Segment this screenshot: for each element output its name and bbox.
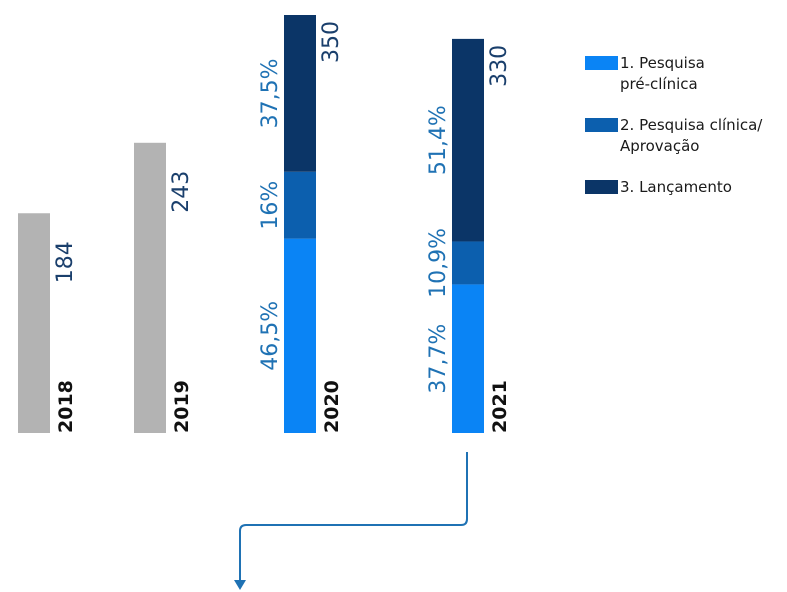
bar-2020-segment-3 <box>284 15 316 172</box>
total-label-2021: 330 <box>487 45 512 87</box>
connector-line <box>239 452 468 580</box>
legend-swatch-1 <box>585 56 618 70</box>
bar-2018 <box>18 213 50 433</box>
pct-label-2021-1: 37,7% <box>426 324 451 394</box>
year-label-2020: 2020 <box>321 380 343 433</box>
legend-swatch-2 <box>585 118 618 132</box>
legend-item-2: 2. Pesquisa clínica/ Aprovação <box>585 115 785 157</box>
bar-2021-segment-1 <box>452 284 484 433</box>
legend-label-1: 1. Pesquisa pré-clínica <box>620 54 705 93</box>
bar-2020-segment-1 <box>284 238 316 433</box>
legend-label-3: 3. Lançamento <box>620 178 732 196</box>
legend-item-1: 1. Pesquisa pré-clínica <box>585 53 785 95</box>
year-label-2019: 2019 <box>171 380 193 433</box>
total-label-2019: 243 <box>169 171 194 213</box>
arrow-head <box>234 580 246 590</box>
legend-item-3: 3. Lançamento <box>585 177 785 198</box>
chart-legend: 1. Pesquisa pré-clínica 2. Pesquisa clíni… <box>585 53 785 198</box>
pct-label-2020-3: 37,5% <box>258 58 283 128</box>
bar-2021-segment-3 <box>452 38 484 242</box>
bar-2020-segment-2 <box>284 171 316 239</box>
year-label-2021: 2021 <box>489 380 511 433</box>
legend-swatch-3 <box>585 180 618 194</box>
pct-label-2021-2: 10,9% <box>426 228 451 298</box>
total-label-2018: 184 <box>53 241 78 283</box>
pct-label-2021-3: 51,4% <box>426 105 451 175</box>
total-label-2020: 350 <box>319 21 344 63</box>
pct-label-2020-2: 16% <box>258 181 283 230</box>
pct-label-2020-1: 46,5% <box>258 301 283 371</box>
bar-2019 <box>134 142 166 433</box>
year-label-2018: 2018 <box>55 380 77 433</box>
legend-label-2: 2. Pesquisa clínica/ Aprovação <box>620 116 763 155</box>
bar-2021-segment-2 <box>452 241 484 285</box>
